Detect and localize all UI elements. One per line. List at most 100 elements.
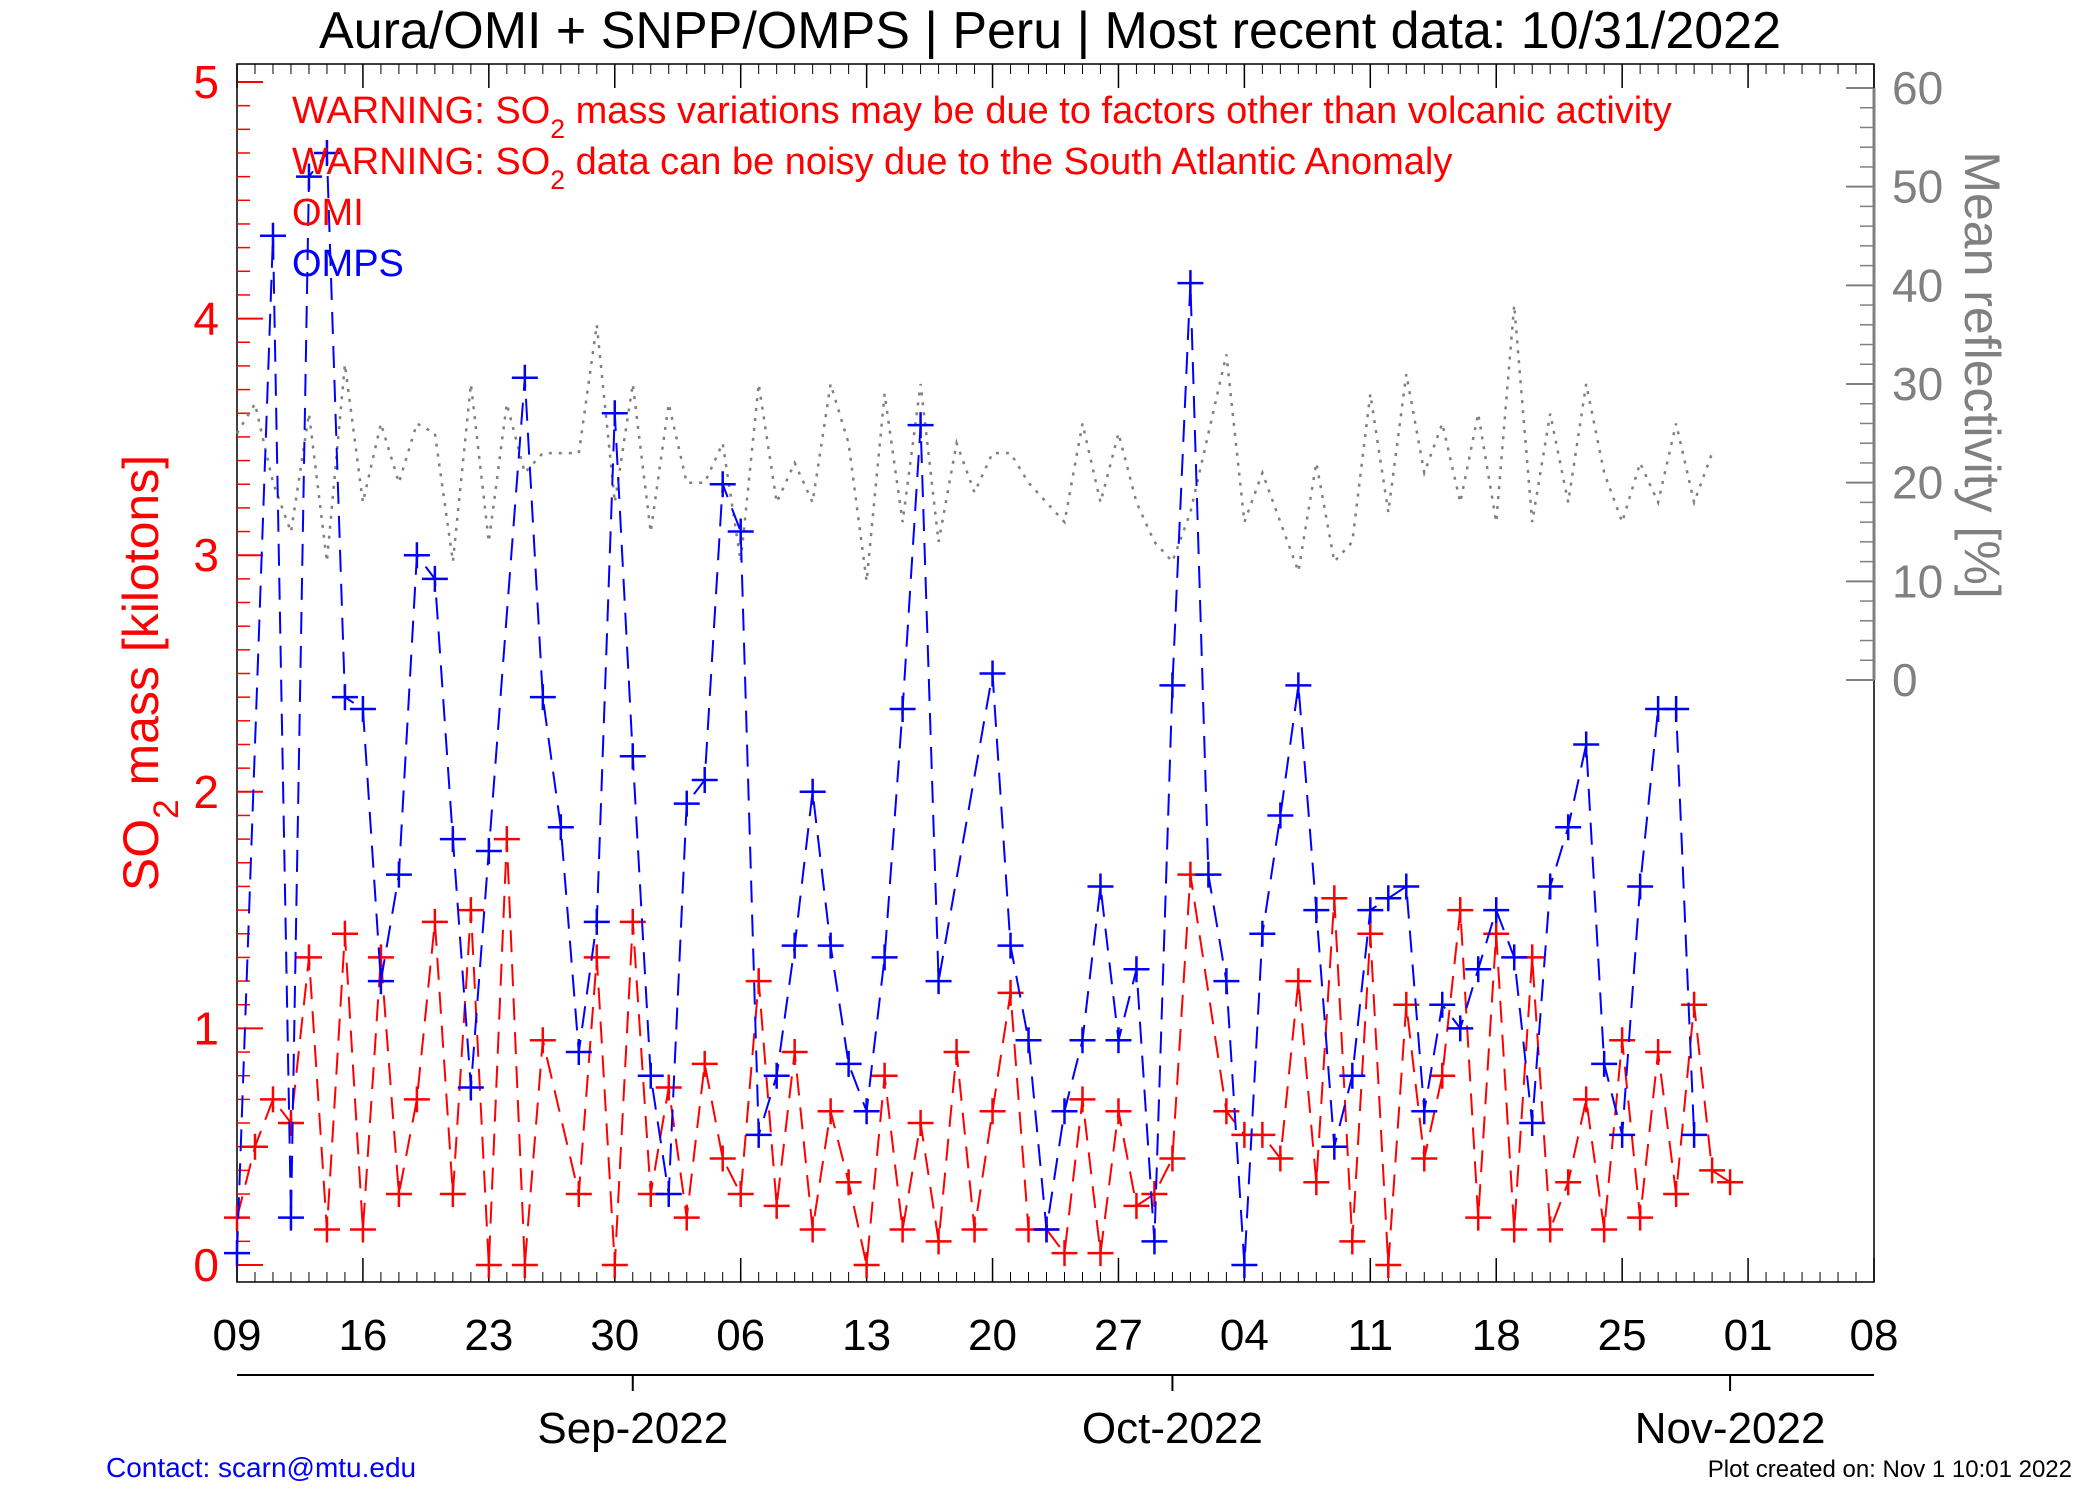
omps-point	[1555, 814, 1582, 841]
omps-point	[224, 1240, 250, 1267]
omi-point	[853, 1252, 880, 1278]
omi-point	[439, 1181, 466, 1208]
omi-point	[655, 1074, 682, 1101]
right-axis: 0 10 20 30 40 50 60	[1846, 62, 1943, 706]
omps-point	[1123, 956, 1150, 983]
x-tick-label: 06	[716, 1311, 765, 1360]
omi-point	[1591, 1216, 1618, 1243]
omps-point	[1609, 1121, 1636, 1148]
omi-point	[241, 1133, 268, 1160]
omi-point	[979, 1098, 1006, 1125]
x-tick-label: 18	[1472, 1311, 1521, 1360]
omi-point	[583, 944, 610, 971]
omi-point	[1357, 920, 1384, 947]
omi-point	[673, 1204, 700, 1231]
omps-point	[1627, 873, 1654, 900]
y-left-tick-label: 1	[193, 1002, 219, 1054]
omps-point	[349, 695, 376, 722]
legend: OMI OMPS	[292, 192, 404, 285]
omps-point	[1195, 861, 1222, 888]
omps-point	[1051, 1098, 1078, 1125]
y-right-tick-label: 10	[1892, 555, 1943, 607]
x-tick-label: 25	[1598, 1311, 1647, 1360]
omi-point	[889, 1216, 916, 1243]
omi-point	[871, 1062, 898, 1089]
omi-point	[1267, 1145, 1294, 1172]
x-tick-label: 08	[1850, 1311, 1899, 1360]
omi-point	[1573, 1086, 1600, 1113]
omps-point	[1663, 695, 1690, 722]
omi-point	[511, 1252, 538, 1278]
month-label: Sep-2022	[537, 1404, 728, 1453]
omps-point	[1033, 1216, 1060, 1243]
omps-point	[619, 743, 646, 770]
series-group	[224, 139, 1744, 1278]
omps-point	[601, 400, 628, 427]
omi-point	[781, 1039, 808, 1066]
omps-point	[1465, 956, 1492, 983]
omi-point	[349, 1216, 376, 1243]
omps-point	[1357, 897, 1384, 924]
omps-point	[1141, 1228, 1168, 1255]
omps-point	[907, 412, 934, 439]
reflectivity-series-line	[235, 304, 1714, 582]
omi-point	[925, 1228, 952, 1255]
omi-point	[1447, 897, 1474, 924]
omps-point	[583, 908, 610, 935]
omi-point	[1069, 1086, 1096, 1113]
omi-point	[1501, 1216, 1528, 1243]
omi-point	[1249, 1121, 1276, 1148]
omi-point	[1717, 1169, 1744, 1196]
y-axis-right-label: Mean reflectivity [%]	[1954, 151, 2010, 598]
omps-point	[1177, 270, 1204, 297]
omps-point	[745, 1121, 772, 1148]
omi-point	[1321, 885, 1348, 912]
omi-point	[943, 1039, 970, 1066]
omi-point	[277, 1110, 304, 1137]
contact-text: Contact: scarn@mtu.edu	[106, 1452, 416, 1483]
omps-point	[1105, 1027, 1132, 1054]
omps-point	[997, 932, 1024, 959]
omps-point	[439, 826, 466, 853]
omi-point	[1411, 1145, 1438, 1172]
omi-point	[1609, 1027, 1636, 1054]
y-left-tick-label: 3	[193, 529, 219, 581]
omi-point	[907, 1110, 934, 1137]
x-tick-label: 01	[1724, 1311, 1773, 1360]
omi-point	[493, 826, 520, 853]
omps-point	[1375, 885, 1402, 912]
omi-point	[745, 968, 772, 995]
omi-point	[313, 1216, 340, 1243]
y-left-tick-label: 2	[193, 766, 219, 818]
omps-point	[1447, 1015, 1474, 1042]
omps-point	[1411, 1098, 1438, 1125]
omps-point	[277, 1204, 304, 1231]
omps-point	[565, 1039, 592, 1066]
omi-point	[961, 1216, 988, 1243]
month-axis: Sep-2022 Oct-2022 Nov-2022	[237, 1374, 1874, 1453]
omi-point	[1555, 1169, 1582, 1196]
y-right-tick-label: 30	[1892, 358, 1943, 410]
x-tick-label: 23	[464, 1311, 513, 1360]
omps-point	[979, 660, 1006, 687]
warnings: WARNING: SO2 mass variations may be due …	[292, 90, 1672, 195]
omi-point	[403, 1086, 430, 1113]
omi-point	[709, 1145, 736, 1172]
omps-point	[1483, 897, 1510, 924]
omps-point	[817, 932, 844, 959]
omi-series-line	[236, 839, 1731, 1266]
x-tick-label: 20	[968, 1311, 1017, 1360]
omps-point	[403, 542, 430, 569]
omps-point	[1681, 1121, 1708, 1148]
omi-point	[835, 1169, 862, 1196]
omps-point	[889, 695, 916, 722]
y-right-tick-label: 50	[1892, 161, 1943, 213]
omps-point	[637, 1062, 664, 1089]
omi-point	[1123, 1192, 1150, 1219]
omps-point	[1591, 1050, 1618, 1077]
omps-point	[385, 861, 412, 888]
omi-point	[529, 1027, 556, 1054]
omps-point	[835, 1050, 862, 1077]
omi-point	[1159, 1145, 1186, 1172]
omi-point	[1537, 1216, 1564, 1243]
